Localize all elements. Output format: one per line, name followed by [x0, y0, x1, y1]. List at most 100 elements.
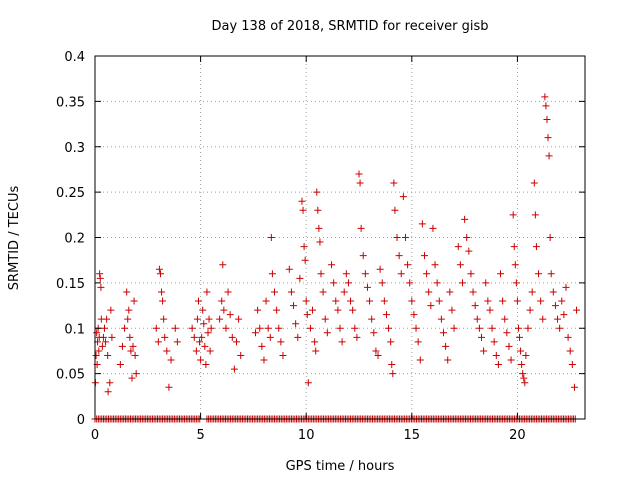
data-point: [130, 297, 138, 305]
data-point: [224, 288, 232, 296]
data-point: [444, 356, 452, 364]
data-point: [277, 338, 285, 346]
data-point: [287, 288, 295, 296]
data-point: [314, 206, 322, 214]
y-tick-label: 0.4: [64, 50, 85, 65]
data-point: [309, 306, 317, 314]
data-point: [370, 329, 378, 337]
data-point: [435, 297, 443, 305]
data-point: [218, 297, 226, 305]
data-point: [203, 288, 211, 296]
data-point: [456, 261, 464, 269]
data-point: [382, 311, 390, 319]
data-point: [219, 261, 227, 269]
data-point: [118, 342, 126, 350]
labels-layer: 0 0.05 0.1 0.15 0.2 0.25 0.3 0.35 0.4 0 5 10 15 20: [56, 50, 526, 443]
data-point: [519, 370, 527, 378]
x-tick-label: 15: [404, 428, 421, 443]
chart-title: Day 138 of 2018, SRMTID for receiver gis…: [211, 19, 488, 34]
y-tick-label: 0.1: [64, 322, 85, 337]
ticks-layer: [94, 55, 585, 420]
data-point: [397, 270, 405, 278]
data-point: [535, 270, 543, 278]
data-point: [416, 356, 424, 364]
data-point: [256, 324, 264, 332]
data-point: [197, 356, 205, 364]
data-point: [235, 315, 243, 323]
data-point: [494, 361, 502, 369]
data-point: [206, 347, 214, 355]
data-point: [290, 302, 298, 310]
data-point: [446, 288, 454, 296]
data-point: [526, 306, 534, 314]
data-point: [300, 243, 308, 251]
data-point: [531, 211, 539, 219]
data-point: [473, 315, 481, 323]
data-point: [190, 333, 198, 341]
data-point: [104, 388, 112, 396]
data-point: [99, 333, 107, 341]
data-point: [330, 279, 338, 287]
data-point: [121, 324, 129, 332]
data-point: [513, 297, 521, 305]
data-point: [482, 279, 490, 287]
data-point: [103, 315, 111, 323]
data-point: [126, 333, 134, 341]
data-point: [285, 265, 293, 273]
data-point: [302, 297, 310, 305]
data-point: [338, 338, 346, 346]
data-point: [475, 324, 483, 332]
data-point: [404, 261, 412, 269]
data-point: [539, 315, 547, 323]
data-point: [454, 243, 462, 251]
data-point: [374, 351, 382, 359]
data-point: [107, 306, 115, 314]
data-point: [420, 252, 428, 260]
data-point: [408, 297, 416, 305]
data-point: [196, 338, 204, 346]
data-point: [463, 234, 471, 241]
data-point: [349, 306, 357, 314]
data-point: [480, 347, 488, 355]
data-point: [316, 238, 324, 246]
data-point: [361, 270, 369, 278]
data-point: [254, 306, 262, 314]
data-point: [155, 265, 163, 273]
data-point: [294, 333, 302, 341]
data-point: [467, 270, 475, 278]
data-point: [116, 361, 124, 369]
data-point: [522, 351, 530, 359]
data-point: [188, 324, 196, 332]
data-point: [173, 338, 181, 346]
data-point: [266, 333, 274, 341]
data-point: [433, 279, 441, 287]
data-point: [439, 329, 447, 337]
data-point: [356, 179, 364, 187]
data-point: [372, 347, 380, 355]
data-point: [530, 179, 538, 187]
data-point: [568, 361, 576, 369]
data-point: [532, 243, 540, 251]
data-point: [161, 333, 169, 341]
data-point: [230, 365, 238, 373]
data-point: [228, 333, 236, 341]
data-point: [353, 333, 361, 341]
data-point: [340, 288, 348, 296]
data-point: [429, 224, 437, 232]
data-point: [336, 324, 344, 332]
data-point: [518, 361, 526, 369]
data-point: [556, 324, 564, 332]
data-point: [104, 351, 112, 359]
data-point: [201, 342, 209, 350]
data-point: [205, 315, 213, 323]
data-point: [312, 347, 320, 355]
data-point: [96, 270, 104, 278]
data-point: [98, 342, 106, 350]
data-point: [549, 288, 557, 296]
data-point: [92, 351, 100, 359]
data-point: [425, 288, 433, 296]
data-point: [344, 279, 352, 287]
data-point: [368, 315, 376, 323]
data-point: [334, 306, 342, 314]
